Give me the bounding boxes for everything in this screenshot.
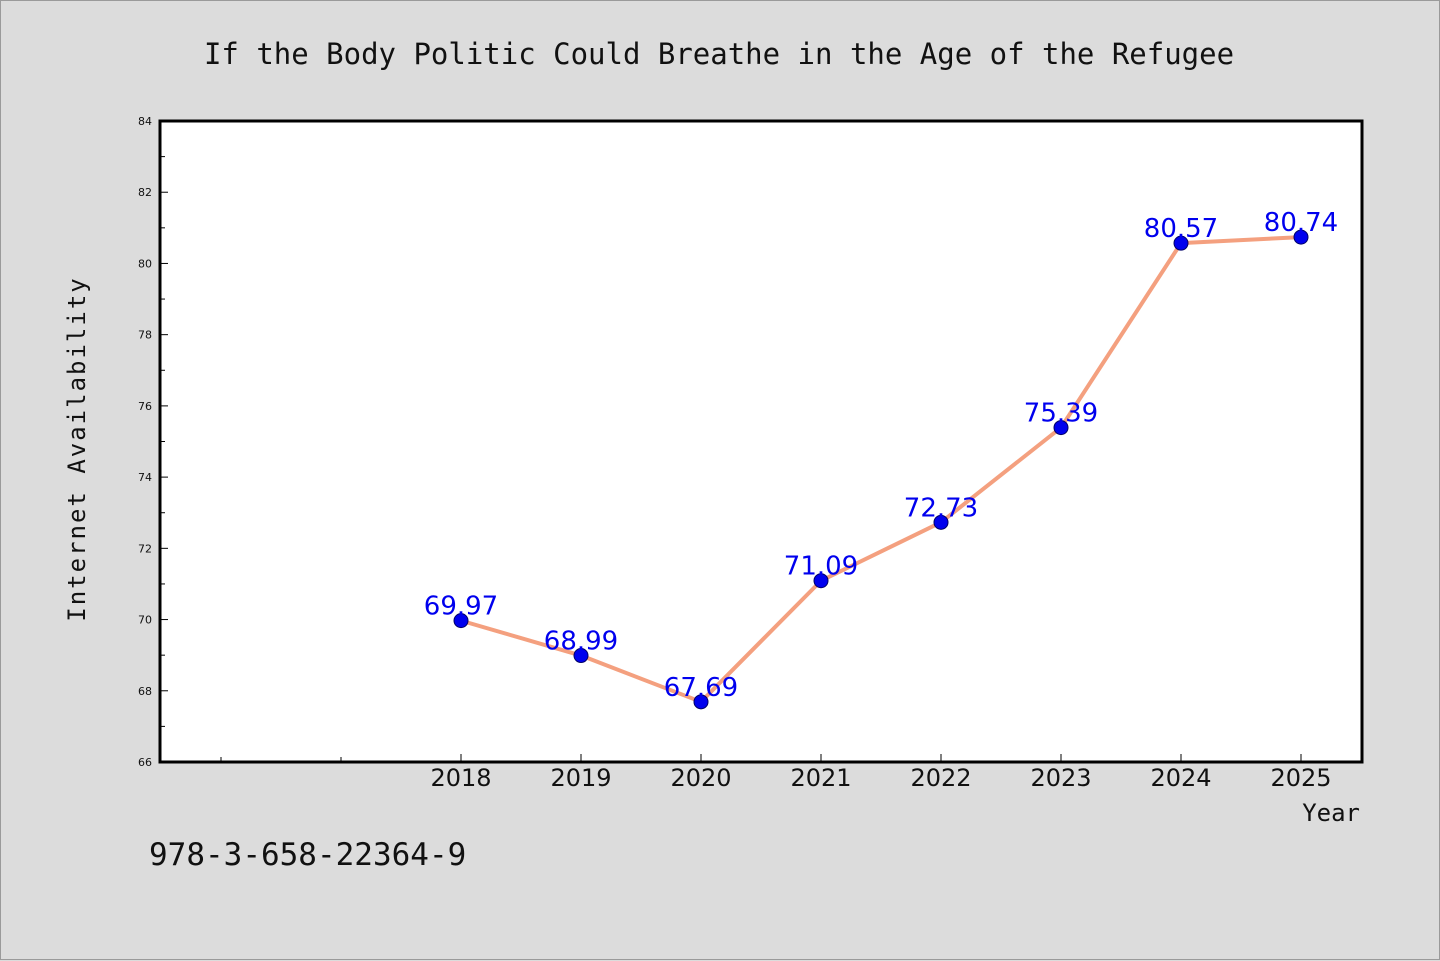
data-label: 71.09 xyxy=(784,552,858,582)
series-availability: 69.97 68.99 67.69 71.09 72.73 75.39 80.57 80.74 xyxy=(424,208,1338,710)
data-point xyxy=(813,573,829,589)
y-axis: 66 68 70 72 74 76 78 80 82 84 xyxy=(138,115,168,769)
data-label: 72.73 xyxy=(904,493,978,523)
y-tick-label: 66 xyxy=(138,756,152,769)
data-point xyxy=(573,648,589,664)
plot-area xyxy=(158,119,1364,764)
chart-title: If the Body Politic Could Breathe in the… xyxy=(204,37,1234,71)
data-label: 67.69 xyxy=(664,673,738,703)
data-point xyxy=(1173,235,1189,251)
y-tick-label: 82 xyxy=(138,186,152,199)
data-label: 75.39 xyxy=(1024,399,1098,429)
data-point xyxy=(1053,420,1069,436)
data-label: 80.74 xyxy=(1264,208,1338,238)
y-tick-label: 76 xyxy=(138,400,152,413)
data-label: 80.57 xyxy=(1144,214,1218,244)
series-line xyxy=(459,235,1303,704)
y-tick-label: 70 xyxy=(138,614,152,627)
y-tick-label: 68 xyxy=(138,685,152,698)
y-axis-label: Internet Availability xyxy=(63,276,91,621)
x-tick-label: 2021 xyxy=(790,764,851,792)
y-tick-label: 80 xyxy=(138,257,152,270)
y-tick-label: 72 xyxy=(138,542,152,555)
x-axis: 2018 2019 2020 2021 2022 2023 2024 2025 xyxy=(220,754,1332,792)
x-tick-label: 2025 xyxy=(1270,764,1331,792)
x-tick-label: 2020 xyxy=(670,764,731,792)
data-label: 69.97 xyxy=(424,592,498,622)
x-tick-label: 2019 xyxy=(550,764,611,792)
isbn-annotation: 978-3-658-22364-9 xyxy=(149,837,466,873)
data-label: 68.99 xyxy=(544,627,618,657)
data-point xyxy=(453,613,469,629)
data-point xyxy=(1293,229,1309,245)
x-tick-label: 2018 xyxy=(430,764,491,792)
x-tick-label: 2023 xyxy=(1030,764,1091,792)
x-axis-label: Year xyxy=(1302,799,1360,827)
data-point xyxy=(693,694,709,710)
data-point xyxy=(933,514,949,530)
x-tick-label: 2024 xyxy=(1150,764,1211,792)
y-tick-label: 84 xyxy=(138,115,152,128)
y-tick-label: 78 xyxy=(138,329,152,342)
y-tick-label: 74 xyxy=(138,471,152,484)
x-tick-label: 2022 xyxy=(910,764,971,792)
